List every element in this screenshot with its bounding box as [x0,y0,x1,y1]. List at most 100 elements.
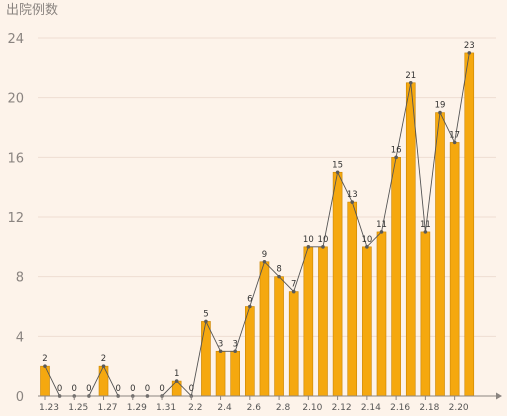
data-label: 13 [347,190,358,200]
bar [259,261,270,397]
bar [201,321,211,397]
x-tick-label: 1.27 [97,403,117,413]
data-point [262,259,267,264]
y-tick-label: 12 [7,211,24,226]
data-point [218,349,223,354]
bar [245,306,255,397]
data-point [452,140,457,145]
data-label: 0 [72,384,77,394]
data-point [101,364,106,368]
bar [40,365,50,397]
bar [171,380,182,397]
data-label: 0 [130,384,135,394]
x-tick-label: 2.18 [419,403,439,413]
data-label: 0 [145,384,150,394]
data-label: 0 [189,384,194,394]
x-tick-label: 2.2 [188,403,202,413]
trend-polyline [44,52,470,397]
x-tick-label: 1.23 [39,403,59,413]
data-label: 2 [101,354,106,364]
data-label: 23 [464,41,475,51]
x-tick-label: 2.4 [217,403,232,413]
x-tick-label: 2.6 [247,403,262,413]
bar [215,350,226,397]
x-tick-label: 2.16 [390,403,410,413]
data-point [467,51,472,55]
bar [303,246,314,397]
y-axis-title: 出院例数 [6,3,58,18]
bar [376,231,387,397]
bar [332,171,343,397]
data-point [248,304,252,309]
data-point [204,319,208,324]
bar [420,231,431,397]
data-label: 3 [232,339,237,349]
data-point [379,230,384,234]
x-tick-label: 2.8 [276,403,291,413]
data-label: 0 [86,384,91,394]
bar [288,291,299,397]
data-label: 11 [376,220,387,230]
y-tick-label: 16 [7,151,24,166]
bar [435,112,445,397]
data-label: 5 [203,309,208,319]
data-label: 10 [318,235,329,245]
y-tick-label: 8 [16,271,24,286]
x-axis [38,392,502,400]
x-axis-arrow-icon [496,392,502,400]
data-label: 21 [405,71,416,81]
data-label: 10 [361,235,372,245]
bar [347,201,358,397]
bar [362,246,372,397]
x-tick-label: 1.31 [156,403,176,413]
y-tick-label: 24 [7,32,24,47]
data-point [350,200,355,204]
data-point [423,230,428,234]
y-tick-label: 0 [16,390,24,405]
data-label: 1 [174,369,179,379]
data-label: 3 [218,339,223,349]
data-point [277,274,281,279]
x-tick-label: 2.10 [302,403,322,413]
data-point [321,245,325,249]
data-label: 2 [42,354,47,364]
data-label: 7 [291,280,296,290]
grid-lines [38,37,496,337]
data-label: 0 [115,384,120,394]
x-tick-label: 2.14 [361,403,381,413]
trend-line [43,51,472,398]
data-label: 10 [303,235,314,245]
x-tick-label: 2.12 [332,403,352,413]
bar [318,246,328,397]
y-axis-ticks: 0 4 8 12 16 20 24 [7,32,24,405]
data-label: 15 [332,160,343,170]
data-point [438,110,442,115]
data-point [174,379,179,383]
bar [449,142,460,397]
x-tick-label: 1.29 [127,403,147,413]
bars [40,52,475,397]
bar [230,350,240,397]
data-point [291,289,296,294]
data-point [408,80,413,85]
data-label: 17 [449,130,460,140]
data-point [394,155,398,160]
bar [274,276,284,397]
data-point [365,245,369,249]
data-point [233,349,237,354]
x-tick-label: 1.25 [68,403,88,413]
data-label: 0 [57,384,62,394]
x-axis-ticks: 1.23 1.25 1.27 1.29 1.31 2.2 2.4 2.6 2.8 2.10 2.12… [39,396,469,413]
data-point [306,245,311,249]
bar [98,365,109,397]
data-label: 16 [391,145,402,155]
data-label: 0 [159,384,164,394]
y-tick-label: 20 [7,92,24,107]
data-point [335,170,340,175]
data-label: 9 [262,250,267,260]
data-label: 6 [247,295,252,305]
y-tick-label: 4 [16,330,24,345]
bar [405,82,416,397]
